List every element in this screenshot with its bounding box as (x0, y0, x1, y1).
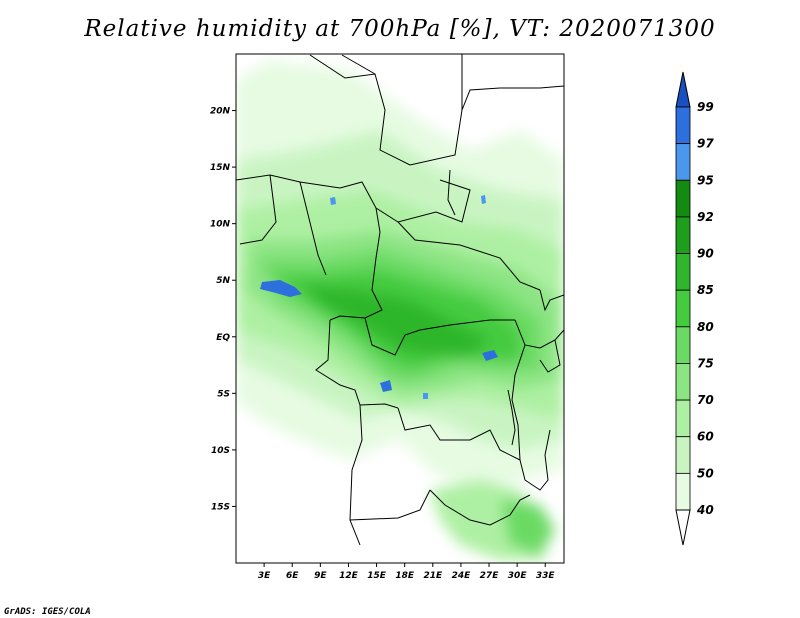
colorbar-swatch (675, 363, 691, 401)
colorbar-swatch (675, 179, 691, 218)
colorbar-swatch (675, 399, 691, 438)
lon-tick-label: 27E (480, 571, 500, 581)
colorbar-level-label: 95 (697, 173, 714, 187)
colorbar-top-triangle (675, 71, 691, 108)
colorbar-level-label: 40 (696, 503, 714, 517)
colorbar-swatch (675, 326, 691, 364)
lat-tick-label: EQ (216, 333, 230, 343)
colorbar-level-label: 85 (697, 283, 714, 297)
colorbar-level-label: 75 (697, 356, 714, 370)
lon-tick-label: 9E (314, 571, 327, 581)
colorbar-level-label: 70 (697, 393, 714, 407)
lat-tick-label: 15N (210, 163, 231, 173)
lon-tick-label: 33E (536, 571, 556, 581)
lat-tick-label: 15S (211, 502, 230, 512)
map-frame (235, 53, 565, 564)
lat-tick-label: 10N (210, 220, 231, 230)
lat-tick-label: 5N (216, 276, 230, 286)
lat-tick-label: 5S (217, 389, 230, 399)
lat-tick-label: 20N (210, 107, 231, 117)
colorbar-level-label: 80 (697, 320, 714, 334)
longitude-axis: 3E 6E 9E 12E 15E 18E 21E 24E 27E 30E 33E (258, 563, 556, 581)
colorbar-swatch (675, 472, 691, 511)
colorbar-swatch (675, 106, 691, 145)
lon-tick-label: 3E (258, 571, 271, 581)
lon-tick-label: 30E (508, 571, 528, 581)
credit-text: GrADS: IGES/COLA (4, 607, 91, 617)
colorbar-swatch (675, 143, 691, 181)
colorbar-level-label: 50 (697, 466, 714, 480)
lon-tick-label: 15E (367, 571, 387, 581)
colorbar-swatch (675, 289, 691, 328)
colorbar-bottom-triangle (675, 509, 691, 546)
colorbar-swatch (675, 216, 691, 254)
lat-tick-label: 10S (211, 446, 230, 456)
colorbar-level-label: 97 (697, 137, 714, 151)
lon-tick-label: 21E (423, 571, 443, 581)
lon-tick-label: 6E (286, 571, 299, 581)
humidity-field (236, 54, 564, 563)
colorbar-level-label: 60 (697, 430, 714, 444)
colorbar-level-label: 99 (697, 100, 714, 114)
lon-tick-label: 24E (452, 571, 472, 581)
lon-tick-label: 18E (395, 571, 415, 581)
colorbar-swatch (675, 436, 691, 474)
map-title: Relative humidity at 700hPa [%], VT: 202… (84, 16, 716, 42)
colorbar: 99 97 95 92 90 85 80 75 70 60 50 40 (675, 71, 714, 546)
country-borders (236, 54, 564, 546)
colorbar-level-label: 90 (697, 247, 714, 261)
latitude-axis: 20N 15N 10N 5N EQ 5S 10S 15S (210, 107, 236, 512)
lon-tick-label: 12E (339, 571, 359, 581)
colorbar-swatch (675, 253, 691, 291)
colorbar-level-label: 92 (697, 210, 714, 224)
